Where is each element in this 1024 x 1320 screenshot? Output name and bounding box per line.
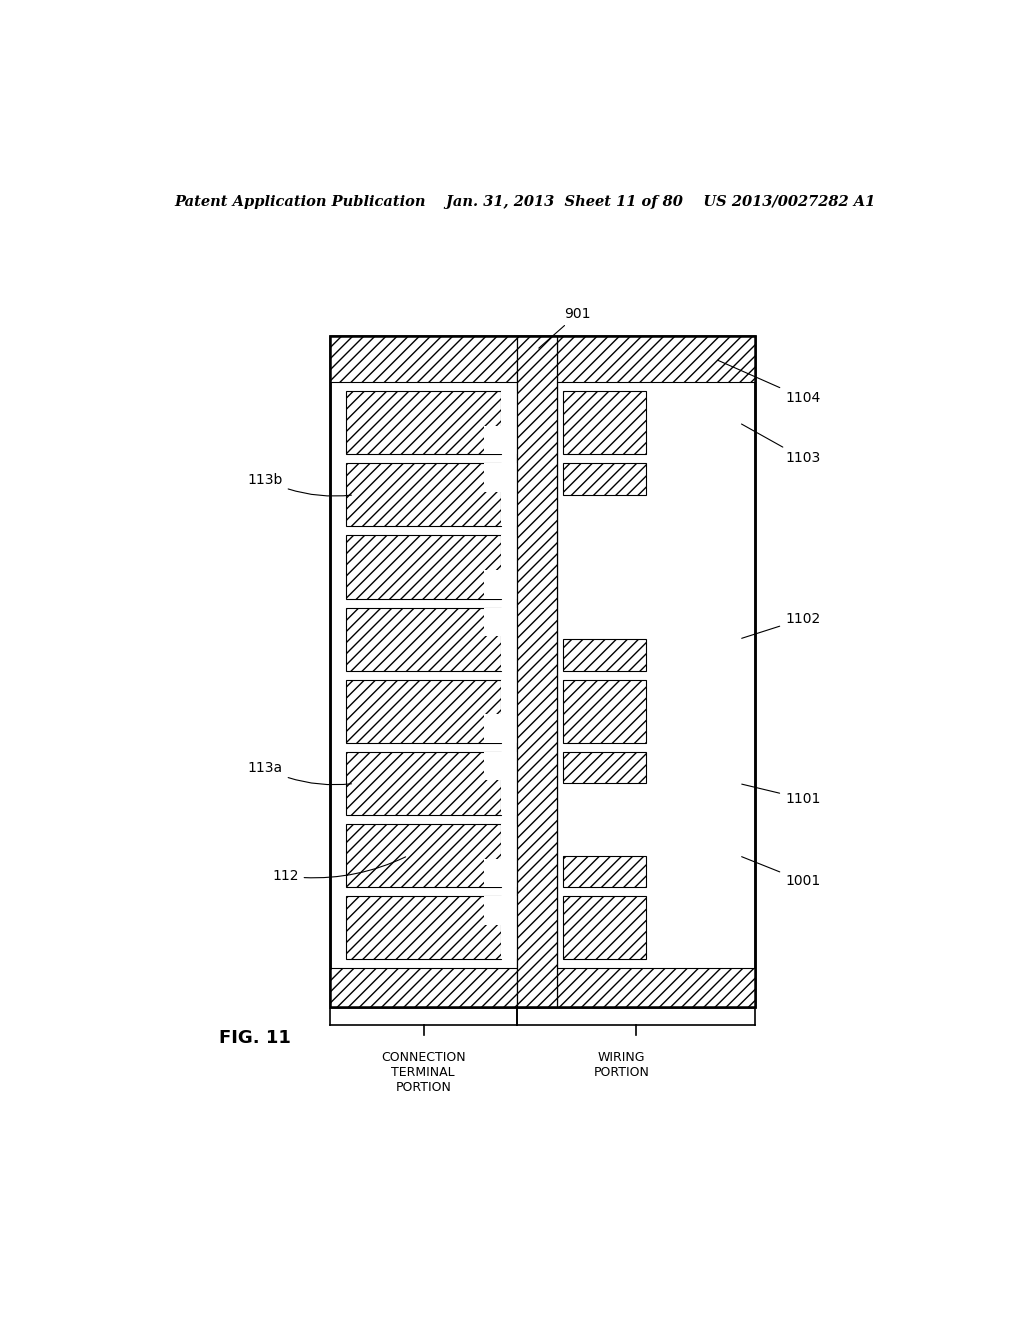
Bar xyxy=(331,337,755,1007)
Bar xyxy=(346,536,501,598)
Text: 113b: 113b xyxy=(248,473,351,496)
Bar xyxy=(483,896,501,925)
Text: Patent Application Publication    Jan. 31, 2013  Sheet 11 of 80    US 2013/00272: Patent Application Publication Jan. 31, … xyxy=(174,195,876,209)
Bar xyxy=(346,607,501,671)
Bar xyxy=(563,752,646,784)
Text: CONNECTION
TERMINAL
PORTION: CONNECTION TERMINAL PORTION xyxy=(381,1051,466,1094)
Bar xyxy=(346,391,501,454)
Bar xyxy=(517,337,557,1007)
Text: 1102: 1102 xyxy=(741,612,820,639)
Bar xyxy=(501,896,518,960)
Bar xyxy=(501,680,518,743)
Bar xyxy=(346,896,501,960)
Bar xyxy=(346,680,501,743)
Bar xyxy=(563,391,646,454)
Bar xyxy=(331,969,755,1007)
Bar xyxy=(346,752,501,814)
Bar xyxy=(346,463,501,527)
Text: 1101: 1101 xyxy=(741,784,820,805)
Bar xyxy=(483,859,501,887)
Bar xyxy=(483,607,501,636)
Bar xyxy=(563,680,646,743)
Text: 1104: 1104 xyxy=(718,360,820,405)
Bar xyxy=(483,752,501,780)
Bar xyxy=(501,752,518,814)
Text: WIRING
PORTION: WIRING PORTION xyxy=(594,1051,649,1078)
Bar xyxy=(501,391,518,454)
Bar xyxy=(346,824,501,887)
Bar xyxy=(563,896,646,960)
Text: 1103: 1103 xyxy=(741,424,820,465)
Bar xyxy=(331,337,755,1007)
Bar xyxy=(501,824,518,887)
Bar xyxy=(331,337,755,381)
Bar xyxy=(517,337,557,1007)
Bar xyxy=(501,463,518,527)
Bar xyxy=(483,714,501,743)
Bar xyxy=(563,855,646,887)
Bar xyxy=(563,639,646,671)
Text: 113a: 113a xyxy=(248,762,351,784)
Bar xyxy=(483,570,501,598)
Bar xyxy=(483,463,501,491)
Text: 901: 901 xyxy=(539,308,591,348)
Bar xyxy=(501,536,518,598)
Bar xyxy=(563,463,646,495)
Bar xyxy=(483,426,501,454)
Text: 1001: 1001 xyxy=(741,857,820,888)
Text: 112: 112 xyxy=(272,857,406,883)
Text: FIG. 11: FIG. 11 xyxy=(219,1028,291,1047)
Bar xyxy=(501,607,518,671)
